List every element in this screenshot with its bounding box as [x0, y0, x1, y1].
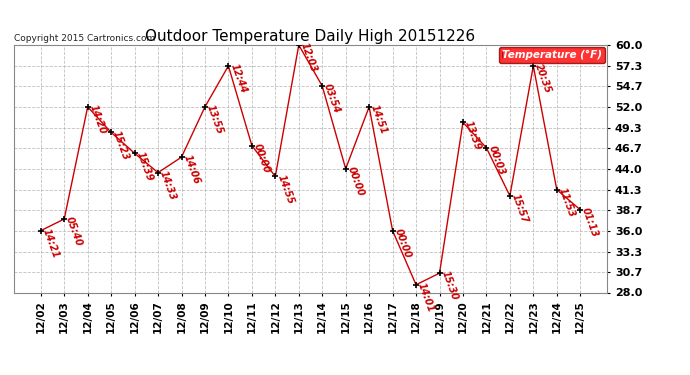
Text: 13:39: 13:39	[463, 119, 483, 152]
Text: 13:55: 13:55	[205, 104, 225, 136]
Text: 14:51: 14:51	[369, 104, 389, 136]
Text: 12:03: 12:03	[299, 42, 319, 74]
Text: 05:40: 05:40	[64, 216, 84, 248]
Text: 12:44: 12:44	[228, 63, 248, 95]
Text: 11:53: 11:53	[557, 186, 577, 219]
Text: 15:30: 15:30	[440, 270, 460, 302]
Text: 15:57: 15:57	[510, 192, 530, 225]
Text: 01:13: 01:13	[580, 206, 600, 239]
Text: 14:06: 14:06	[181, 154, 201, 186]
Text: 20:35: 20:35	[533, 63, 553, 95]
Text: 15:23: 15:23	[111, 129, 131, 161]
Text: 14:21: 14:21	[41, 227, 61, 260]
Legend: Temperature (°F): Temperature (°F)	[499, 47, 605, 63]
Text: 14:55: 14:55	[275, 173, 295, 206]
Text: 14:01: 14:01	[416, 281, 436, 314]
Text: 03:54: 03:54	[322, 82, 342, 115]
Text: 00:00: 00:00	[252, 142, 272, 174]
Text: 14:33: 14:33	[158, 169, 178, 202]
Text: 00:03: 00:03	[486, 144, 506, 177]
Text: 00:00: 00:00	[393, 227, 413, 260]
Text: 00:00: 00:00	[346, 165, 366, 198]
Text: 14:20: 14:20	[88, 104, 108, 136]
Title: Outdoor Temperature Daily High 20151226: Outdoor Temperature Daily High 20151226	[146, 29, 475, 44]
Text: 15:39: 15:39	[135, 150, 155, 182]
Text: Copyright 2015 Cartronics.com: Copyright 2015 Cartronics.com	[14, 33, 155, 42]
